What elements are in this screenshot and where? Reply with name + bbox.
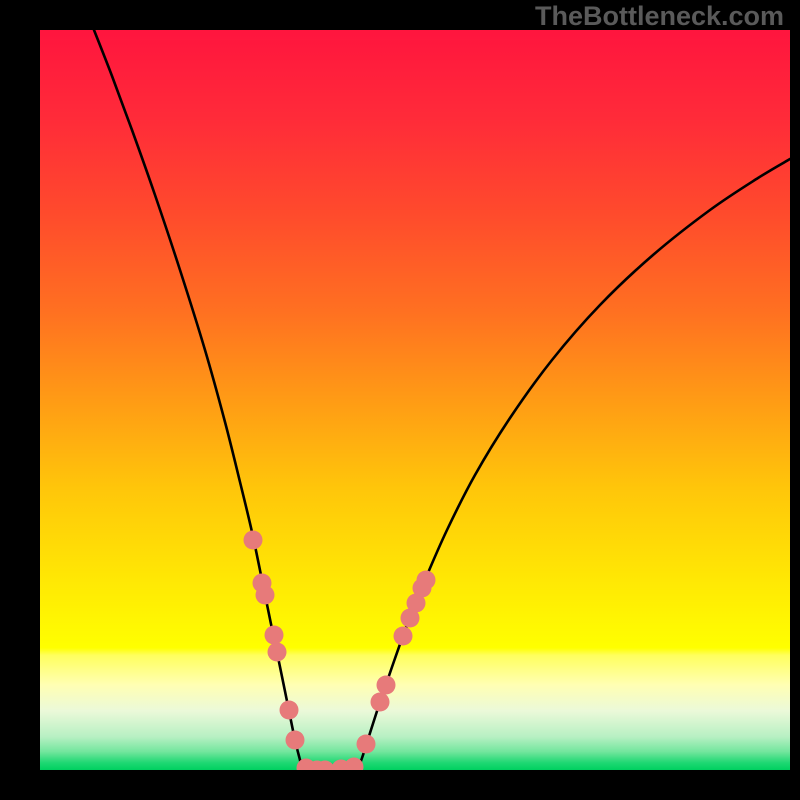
watermark-text: TheBottleneck.com xyxy=(535,1,784,32)
marker-dot xyxy=(265,626,284,645)
marker-dot xyxy=(268,643,287,662)
marker-dot xyxy=(417,571,436,590)
marker-dot xyxy=(286,731,305,750)
marker-dot xyxy=(280,701,299,720)
plot-area xyxy=(40,30,790,770)
marker-dot xyxy=(244,531,263,550)
marker-dot xyxy=(377,676,396,695)
marker-dot xyxy=(394,627,413,646)
marker-dot xyxy=(256,586,275,605)
gradient-background xyxy=(40,30,790,770)
marker-dot xyxy=(371,693,390,712)
marker-dot xyxy=(357,735,376,754)
plot-svg xyxy=(40,30,790,770)
